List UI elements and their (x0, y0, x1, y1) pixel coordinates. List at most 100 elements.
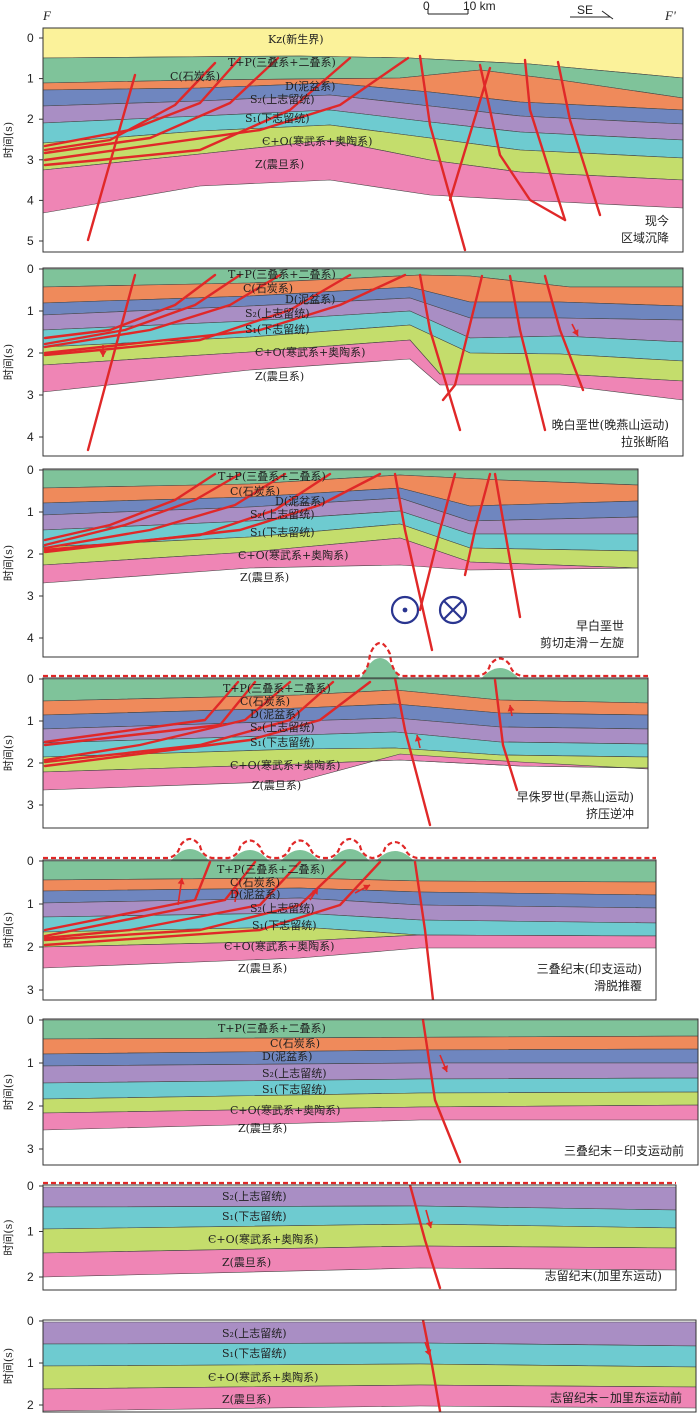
layer-TP (43, 860, 656, 883)
axis-tick-label: 0 (27, 1314, 34, 1328)
stage-text: 拉张断陷 (621, 434, 669, 449)
time-axis: 0 1 2 3 4 5 时间(s) (2, 31, 43, 248)
layer-Z (43, 537, 638, 584)
stage-text: 三叠纪末(印支运动) (537, 962, 642, 976)
layer-label-S2: S₂(上志留统) (245, 307, 310, 320)
fault-trace (413, 860, 435, 1000)
layer-label-EO: Є+O(寒武系+奥陶系) (238, 548, 348, 562)
layer-label-EO: Є+O(寒武系+奥陶系) (230, 1103, 340, 1117)
strata (43, 1186, 676, 1278)
axis-tick-label: 3 (27, 1142, 34, 1156)
faults (43, 273, 585, 452)
fault-trace (418, 273, 462, 432)
layer-label-Z: Z(震旦系) (255, 370, 304, 383)
time-axis: 0 1 2 3 时间(s) (2, 672, 43, 812)
axis-tick-label: 2 (27, 346, 34, 360)
uplift-crest (230, 850, 270, 862)
strata (43, 860, 656, 969)
layer-label-D: D(泥盆系) (285, 292, 335, 306)
axis-tick-label: 1 (27, 72, 34, 86)
layer-label-EO: Є+O(寒武系+奥陶系) (255, 345, 365, 359)
layer-S1 (43, 1342, 696, 1368)
axis-tick-label: 1 (27, 1225, 34, 1239)
fault-trace (478, 63, 567, 222)
fault-trace (43, 680, 335, 764)
layer-Z (43, 1384, 696, 1412)
stage-text: 三叠纪末－印支运动前 (564, 1143, 684, 1158)
fault-trace (421, 1019, 462, 1164)
layer-label-D: D(泥盆系) (275, 494, 325, 508)
layer-label-TP: T+P(三叠系+二叠系) (218, 1022, 326, 1035)
fault-trace (86, 73, 137, 242)
faults (43, 860, 435, 1000)
time-axis: 0 1 2 3 4 时间(s) (2, 463, 43, 645)
uplift-crest (170, 849, 210, 862)
axis-tick-label: 2 (27, 1398, 34, 1412)
layer-TP (43, 1019, 698, 1040)
fault-trace (418, 54, 467, 252)
axis-tick-label: 3 (27, 983, 34, 997)
fault-trace (418, 472, 457, 612)
slip-arrow-head (177, 878, 185, 885)
fault-trace (556, 60, 602, 217)
layer-label-TP: T+P(三叠系+二叠系) (228, 56, 336, 69)
fault-trace (393, 472, 434, 652)
layer-label-S1: S₁(下志留统) (250, 526, 315, 539)
axis-tick-label: 3 (27, 589, 34, 603)
axis-tick-label: 3 (27, 798, 34, 812)
out-of-page-symbol (390, 595, 420, 625)
layer-label-C: C(石炭系) (230, 485, 280, 498)
layer-S1 (43, 1077, 698, 1100)
slip-arrow-head (232, 888, 240, 895)
layer-label-D: D(泥盆系) (262, 1049, 312, 1063)
stage-caption: 志留纪末－加里东运动前 (550, 1390, 682, 1405)
fault-trace (43, 472, 242, 547)
panel-frame (42, 677, 649, 829)
layer-label-TP: T+P(三叠系+二叠系) (217, 863, 325, 876)
stage-text: 挤压逆冲 (586, 806, 634, 821)
uplift-crest (330, 849, 370, 862)
layer-label-S1: S₁(下志留统) (245, 323, 310, 336)
axis-title: 时间(s) (2, 1074, 15, 1110)
layer-label-C: C(石炭系) (170, 70, 220, 83)
axis-tick-label: 1 (27, 897, 34, 911)
fault-trace (43, 273, 407, 355)
slip-arrow (354, 884, 371, 894)
layer-label-TP: T+P(三叠系+二叠系) (223, 682, 331, 695)
axis-tick-label: 2 (27, 1099, 34, 1113)
layer-label-Z: Z(震旦系) (238, 962, 287, 975)
fault-trace (43, 56, 352, 167)
strata (43, 469, 638, 584)
axis-tick-label: 5 (27, 234, 34, 248)
fault-trace (43, 56, 410, 162)
layer-S2 (43, 1321, 696, 1347)
slip-arrow-head (426, 1221, 433, 1228)
axis-tick-label: 0 (27, 854, 34, 868)
fault-trace (421, 1320, 442, 1412)
layer-EO (43, 1363, 696, 1390)
layer-label-EO: Є+O(寒武系+奥陶系) (208, 1232, 318, 1246)
layer-label-Z: Z(震旦系) (240, 571, 289, 584)
axis-tick-label: 0 (27, 463, 34, 477)
slip-arrow (425, 1209, 433, 1229)
axis-tick-label: 1 (27, 1356, 34, 1370)
slip-arrow (232, 887, 240, 903)
slip-arrow (414, 734, 422, 749)
slip-arrow (507, 704, 515, 717)
layer-S1 (43, 1205, 676, 1230)
panel-end-triassic: T+P(三叠系+二叠系)C(石炭系)D(泥盆系)S₂(上志留统) S₁(下志留统)… (2, 837, 657, 1001)
layer-label-D: D(泥盆系) (250, 707, 300, 721)
axis-tick-label: 1 (27, 1056, 34, 1070)
direction-indicator: SE (570, 3, 614, 20)
time-axis: 0 1 2 时间(s) (2, 1314, 43, 1412)
layer-Z (43, 753, 648, 791)
layer-label-EO: Є+O(寒武系+奥陶系) (208, 1370, 318, 1384)
panel-frame (42, 1018, 699, 1166)
axis-tick-label: 0 (27, 672, 34, 686)
figure-header: F F' 0 10 km SE (42, 0, 676, 23)
layer-label-Z: Z(震旦系) (255, 158, 304, 171)
slip-arrow (439, 1054, 448, 1073)
stage-text: 现今 (645, 213, 669, 228)
layer-label-C: C(石炭系) (270, 1037, 320, 1050)
